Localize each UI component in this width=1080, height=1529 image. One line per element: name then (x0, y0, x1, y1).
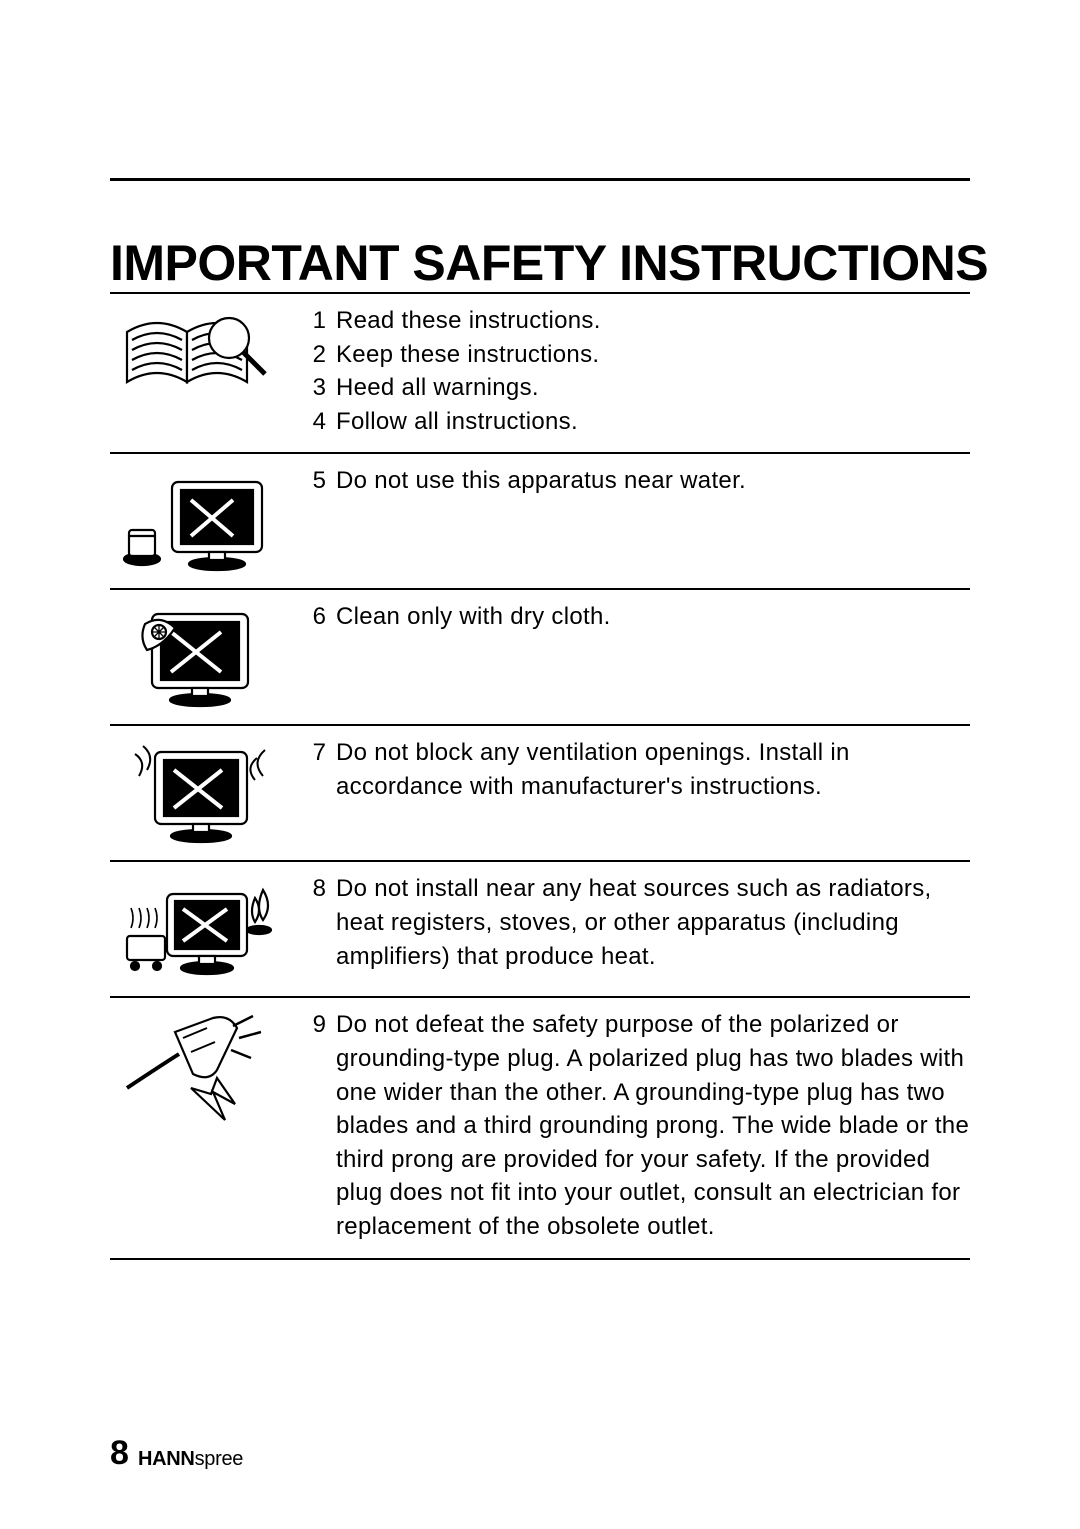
page-number: 8 (110, 1434, 129, 1473)
instruction-text: Keep these instructions. (336, 338, 970, 372)
monitor-ventilation-icon (110, 736, 300, 846)
instructions-table: 1 2 3 4 Read these instructions. Keep th… (110, 292, 970, 1260)
instruction-number: 7 (300, 736, 336, 846)
table-row: 8 Do not install near any heat sources s… (110, 860, 970, 996)
instruction-number: 5 (300, 464, 336, 574)
monitor-heat-icon (110, 872, 300, 982)
table-row: 6 Clean only with dry cloth. (110, 588, 970, 724)
instruction-text: Do not block any ventilation openings. I… (336, 736, 970, 846)
book-magnifier-icon (110, 304, 300, 438)
monitor-water-icon (110, 464, 300, 574)
instruction-text: Do not install near any heat sources suc… (336, 872, 970, 982)
instruction-number: 9 (300, 1008, 336, 1243)
table-row: 7 Do not block any ventilation openings.… (110, 724, 970, 860)
page-title: IMPORTANT SAFETY INSTRUCTIONS (110, 234, 988, 292)
instruction-number: 1 (300, 304, 326, 338)
monitor-cloth-icon (110, 600, 300, 710)
instruction-text: Follow all instructions. (336, 405, 970, 439)
instruction-number: 4 (300, 405, 326, 439)
plug-spark-icon (110, 1008, 300, 1243)
instruction-number: 6 (300, 600, 336, 710)
instruction-numbers: 1 2 3 4 (300, 304, 336, 438)
instruction-text: Heed all warnings. (336, 371, 970, 405)
document-page: IMPORTANT SAFETY INSTRUCTIONS (0, 0, 1080, 1529)
instruction-number: 8 (300, 872, 336, 982)
instruction-number: 3 (300, 371, 326, 405)
instruction-texts: Read these instructions. Keep these inst… (336, 304, 970, 438)
instruction-text: Do not defeat the safety purpose of the … (336, 1008, 970, 1243)
table-row: 9 Do not defeat the safety purpose of th… (110, 996, 970, 1259)
instruction-text: Do not use this apparatus near water. (336, 464, 970, 574)
instruction-number: 2 (300, 338, 326, 372)
table-row: 1 2 3 4 Read these instructions. Keep th… (110, 292, 970, 452)
table-row: 5 Do not use this apparatus near water. (110, 452, 970, 588)
brand-logo: HANNspree (138, 1448, 243, 1471)
instruction-text: Read these instructions. (336, 304, 970, 338)
brand-bold: HANN (138, 1448, 195, 1470)
top-horizontal-rule (110, 178, 970, 181)
brand-light: spree (195, 1448, 244, 1470)
instruction-text: Clean only with dry cloth. (336, 600, 970, 710)
